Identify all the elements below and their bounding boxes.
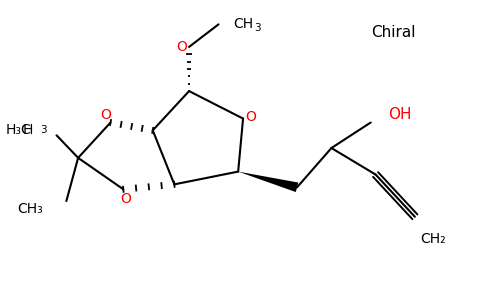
Text: H: H	[23, 123, 33, 137]
Text: 3: 3	[40, 125, 46, 135]
Text: O: O	[100, 108, 111, 122]
Text: H₃C: H₃C	[5, 123, 31, 137]
Text: 3: 3	[254, 23, 260, 33]
Text: CH₃: CH₃	[17, 202, 43, 216]
Text: O: O	[176, 40, 187, 54]
Text: O: O	[245, 110, 257, 124]
Text: Chiral: Chiral	[371, 25, 415, 40]
Text: O: O	[120, 192, 131, 206]
Text: CH: CH	[233, 17, 254, 31]
Text: CH₂: CH₂	[420, 232, 445, 247]
Polygon shape	[238, 172, 298, 192]
Text: OH: OH	[388, 107, 412, 122]
